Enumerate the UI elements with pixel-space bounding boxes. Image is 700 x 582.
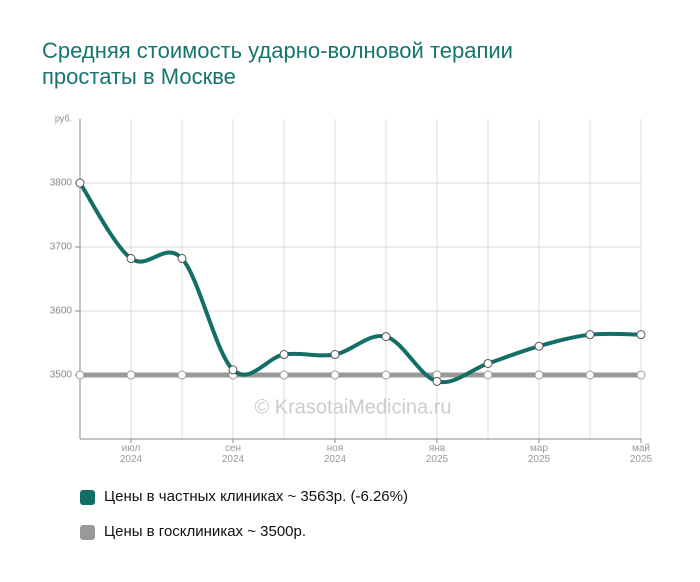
y-tick-label: 3700	[50, 242, 73, 253]
x-tick-label: июл 2024	[119, 443, 143, 465]
point	[381, 332, 391, 342]
x-tick-label: сен 2024	[221, 443, 245, 465]
y-tick-label: 3600	[50, 306, 73, 317]
point	[75, 370, 85, 380]
chart-title: Средняя стоимость ударно-волновой терапи…	[42, 38, 513, 89]
point	[177, 254, 187, 264]
point	[585, 330, 595, 340]
y-tick-label: 3500	[50, 370, 73, 381]
point	[126, 370, 136, 380]
point	[432, 376, 442, 386]
point	[228, 365, 238, 375]
line	[78, 181, 642, 385]
point	[636, 370, 646, 380]
point	[483, 370, 493, 380]
point	[534, 341, 544, 351]
point	[483, 358, 493, 368]
legend-swatch	[80, 525, 95, 540]
point	[126, 254, 136, 264]
point	[381, 370, 391, 380]
legend-label: Цены в частных клиниках ~ 3563р. (-6.26%…	[104, 488, 408, 505]
legend-swatch	[80, 490, 95, 505]
point	[330, 370, 340, 380]
point	[75, 178, 85, 188]
point	[279, 350, 289, 360]
point	[585, 370, 595, 380]
x-tick-label: мар 2025	[527, 443, 551, 465]
y-axis-label: руб.	[55, 113, 72, 123]
x-tick-label: май 2025	[629, 443, 653, 465]
point	[177, 370, 187, 380]
point	[636, 330, 646, 340]
y-tick-label: 3800	[50, 178, 73, 189]
point	[534, 370, 544, 380]
legend-label: Цены в госклиниках ~ 3500р.	[104, 523, 307, 540]
x-tick-label: ноя 2024	[323, 443, 347, 465]
x-tick-label: янв 2025	[425, 443, 449, 465]
watermark: © KrasotaiMedicina.ru	[254, 396, 451, 418]
point	[279, 370, 289, 380]
point	[330, 350, 340, 360]
